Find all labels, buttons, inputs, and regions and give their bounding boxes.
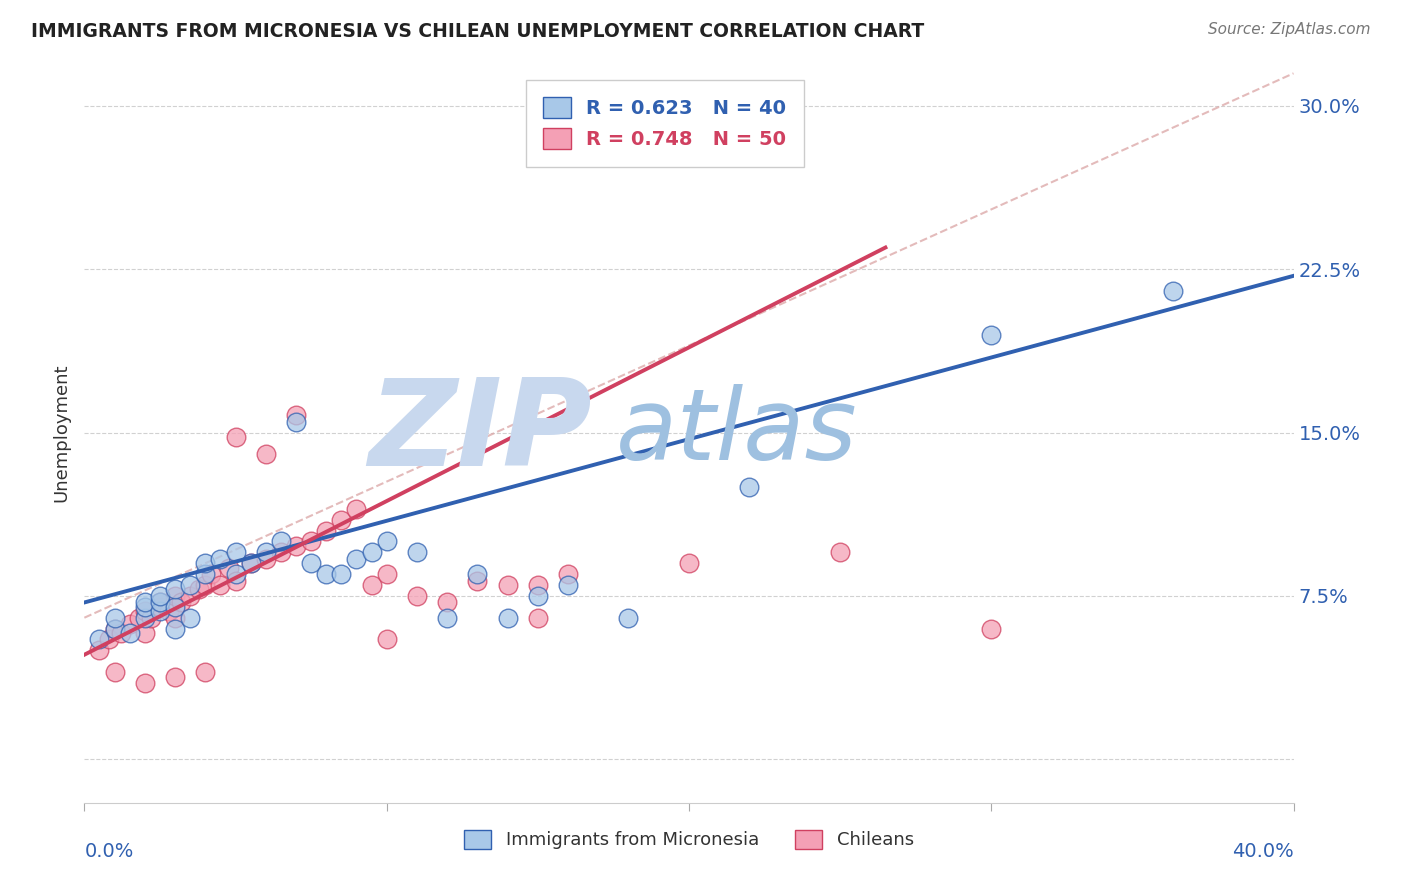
Point	[128, 611, 150, 625]
Point	[165, 611, 187, 625]
Point	[299, 534, 322, 549]
Point	[134, 595, 156, 609]
Point	[134, 626, 156, 640]
Point	[157, 604, 180, 618]
Point	[270, 534, 292, 549]
Point	[527, 589, 550, 603]
Point	[134, 604, 156, 618]
Point	[254, 447, 277, 461]
Point	[617, 611, 640, 625]
Text: 40.0%: 40.0%	[1232, 842, 1294, 861]
Point	[134, 676, 156, 690]
Point	[194, 665, 217, 680]
Point	[89, 643, 111, 657]
Point	[980, 327, 1002, 342]
Point	[194, 556, 217, 570]
Point	[209, 578, 232, 592]
Point	[165, 622, 187, 636]
Point	[375, 567, 398, 582]
Point	[527, 578, 550, 592]
Point	[285, 408, 308, 422]
Point	[1161, 284, 1184, 298]
Point	[375, 632, 398, 647]
Point	[149, 589, 172, 603]
Point	[254, 545, 277, 559]
Point	[179, 589, 201, 603]
Point	[239, 556, 262, 570]
Point	[678, 556, 700, 570]
Text: ZIP: ZIP	[368, 374, 592, 491]
Point	[179, 611, 201, 625]
Point	[406, 545, 429, 559]
Point	[165, 669, 187, 683]
Point	[118, 617, 141, 632]
Point	[104, 665, 127, 680]
Point	[97, 632, 120, 647]
Point	[557, 567, 579, 582]
Point	[179, 578, 201, 592]
Point	[149, 595, 172, 609]
Point	[149, 604, 172, 618]
Text: IMMIGRANTS FROM MICRONESIA VS CHILEAN UNEMPLOYMENT CORRELATION CHART: IMMIGRANTS FROM MICRONESIA VS CHILEAN UN…	[31, 22, 924, 41]
Point	[315, 567, 337, 582]
Point	[149, 599, 172, 614]
Legend: Immigrants from Micronesia, Chileans: Immigrants from Micronesia, Chileans	[457, 823, 921, 856]
Point	[165, 589, 187, 603]
Point	[194, 567, 217, 582]
Point	[467, 567, 489, 582]
Point	[254, 552, 277, 566]
Point	[165, 582, 187, 597]
Point	[406, 589, 429, 603]
Point	[209, 552, 232, 566]
Point	[104, 622, 127, 636]
Point	[218, 560, 240, 574]
Point	[285, 415, 308, 429]
Text: Source: ZipAtlas.com: Source: ZipAtlas.com	[1208, 22, 1371, 37]
Point	[557, 578, 579, 592]
Point	[467, 574, 489, 588]
Point	[134, 611, 156, 625]
Point	[346, 501, 368, 516]
Point	[225, 430, 247, 444]
Point	[118, 626, 141, 640]
Point	[980, 622, 1002, 636]
Point	[225, 545, 247, 559]
Point	[170, 595, 193, 609]
Point	[330, 567, 353, 582]
Point	[104, 622, 127, 636]
Point	[330, 513, 353, 527]
Point	[436, 611, 458, 625]
Point	[188, 582, 211, 597]
Point	[360, 545, 382, 559]
Point	[436, 595, 458, 609]
Text: 0.0%: 0.0%	[84, 842, 134, 861]
Point	[299, 556, 322, 570]
Point	[149, 595, 172, 609]
Point	[738, 480, 761, 494]
Point	[200, 567, 222, 582]
Point	[104, 611, 127, 625]
Point	[830, 545, 852, 559]
Point	[375, 534, 398, 549]
Point	[110, 626, 132, 640]
Point	[270, 545, 292, 559]
Point	[89, 632, 111, 647]
Text: atlas: atlas	[616, 384, 858, 481]
Point	[360, 578, 382, 592]
Point	[139, 611, 162, 625]
Point	[165, 599, 187, 614]
Point	[194, 578, 217, 592]
Point	[496, 578, 519, 592]
Point	[225, 574, 247, 588]
Point	[285, 539, 308, 553]
Point	[134, 599, 156, 614]
Y-axis label: Unemployment: Unemployment	[52, 363, 70, 502]
Point	[496, 611, 519, 625]
Point	[527, 611, 550, 625]
Point	[239, 556, 262, 570]
Point	[315, 524, 337, 538]
Point	[225, 567, 247, 582]
Point	[346, 552, 368, 566]
